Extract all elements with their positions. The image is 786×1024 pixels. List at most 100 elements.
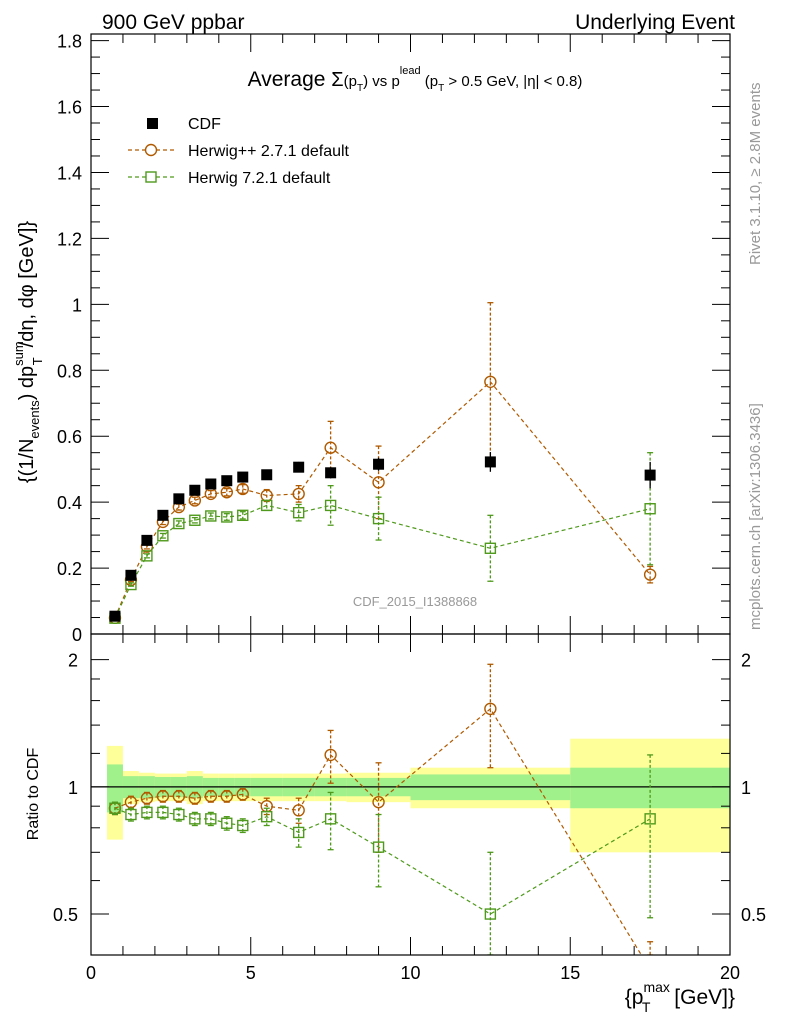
analysis-watermark: CDF_2015_I1388868 [353,594,477,609]
main-ytick-label: 1.2 [57,229,82,249]
main-ytick-label: 0.4 [57,493,82,513]
x-tick-label: 0 [86,963,96,983]
herwig7-point [157,530,169,542]
ratio-ytick-label: 0.5 [53,905,78,925]
ratio-herwig7-point [157,806,169,819]
herwig7-series-line [114,504,651,619]
ratio-herwigpp-series-line [114,707,643,955]
herwigpp-point [236,482,249,496]
ratio-herwig7-point [205,813,217,825]
main-data-layer [108,302,657,625]
ratio-herwig7-point [173,808,185,821]
herwig7-point [644,503,656,515]
herwigpp-point [643,568,657,581]
ratio-herwig7-point [125,808,137,821]
herwig7-point [372,512,385,525]
ratio-band-inner [106,764,123,813]
herwig7-point [221,511,233,523]
ratio-herwig7-point [324,813,337,825]
legend: CDF Herwig++ 2.7.1 default Herwig 7.2.1 … [128,116,350,187]
x-tick-label: 10 [400,963,420,983]
main-ylabel: {(1/Nevents) dpsum T/dη, dφ [GeV]} [11,221,45,483]
herwigpp-point [324,441,337,454]
cdf-point [644,469,656,481]
x-axis-label: {pmax T [GeV]} [625,979,735,1015]
herwig7-point [173,517,185,530]
herwigpp-point [292,487,305,501]
legend-marker-herwig7 [145,171,157,183]
ratio-herwigpp-point [236,788,249,801]
cdf-point [373,458,385,470]
main-ytick-label: 0.6 [57,427,82,447]
legend-label-cdf: CDF [188,116,221,133]
ratio-herwigpp-point [484,702,497,716]
ratio-herwig7-point [237,819,249,832]
plot-title: Average Σ(pT) vs plead (pT > 0.5 GeV, |η… [248,65,583,94]
legend-marker-cdf [147,118,158,129]
ratio-herwig7-point [189,813,201,825]
cdf-point [221,475,233,487]
main-ytick-label: 1 [72,295,82,315]
cdf-point [261,469,273,481]
main-ytick-label: 1.4 [57,163,82,183]
cdf-point [109,610,121,622]
ratio-axes: 0.5 0.51 12 20 5 10 15 20 [53,634,766,983]
ratio-herwigpp-point [292,804,305,817]
herwig7-point [484,542,497,554]
ratio-herwigpp-point [140,792,154,805]
cdf-point [484,456,496,468]
cdf-point [173,493,185,505]
cdf-point [141,534,153,546]
x-tick-label: 5 [246,963,256,983]
x-tick-label: 20 [720,963,740,983]
herwig7-point [237,509,249,522]
herwigpp-point [220,486,233,499]
ratio-data-layer [108,663,656,955]
header-left: 900 GeV ppbar [102,11,244,34]
cdf-point [157,509,169,521]
ratio-uncertainty-bands [106,738,730,853]
herwigpp-point [372,476,385,489]
cdf-point [189,484,201,496]
ratio-herwigpp-point [372,795,385,809]
main-panel: CDF_2015_I1388868 0 0.2 0.4 0.6 0.8 1 1.2 1.4 1.… [11,32,731,645]
ratio-ylabel: Ratio to CDF [25,748,42,841]
ratio-herwig7-point [221,817,233,829]
main-ytick-label: 1.6 [57,98,82,118]
herwig7-point [292,506,305,519]
ratio-herwigpp-point [220,790,233,803]
ratio-ytick-label-right: 1 [741,778,751,798]
ratio-ytick-label-right: 2 [741,651,751,671]
ratio-herwig7-point [644,813,656,825]
main-frame [90,33,731,635]
herwig7-point [205,510,217,522]
ratio-ytick-label: 1 [68,778,78,798]
mcplots-label: mcplots.cern.ch [arXiv:1306.3436] [747,403,764,630]
main-ytick-label: 0 [72,625,82,645]
herwigpp-point [484,375,497,389]
cdf-point [125,569,137,581]
cdf-point [237,471,249,483]
ratio-herwig7-point [372,841,385,853]
ratio-herwig7-point [292,826,305,839]
legend-label-herwigpp: Herwig++ 2.7.1 default [188,143,350,160]
ratio-herwig7-point [141,806,153,819]
cdf-point [293,461,305,473]
ratio-ytick-label-right: 0.5 [741,905,766,925]
herwig7-point [141,550,153,562]
cdf-point [205,478,217,490]
ratio-herwigpp-point [156,790,170,803]
main-ytick-label: 1.8 [57,32,82,52]
ratio-herwig7-point [109,802,121,814]
ratio-herwigpp-point [324,748,337,762]
cdf-point [325,467,337,479]
main-ytick-label: 0.8 [57,361,82,381]
ratio-herwigpp-point [172,790,186,803]
rivet-version-label: Rivet 3.1.10, ≥ 2.8M events [747,83,764,266]
main-ytick-label: 0.2 [57,559,82,579]
ratio-ytick-label: 2 [68,651,78,671]
legend-label-herwig7: Herwig 7.2.1 default [188,170,331,187]
legend-marker-herwigpp [144,143,158,157]
ratio-herwig7-point [261,810,273,823]
